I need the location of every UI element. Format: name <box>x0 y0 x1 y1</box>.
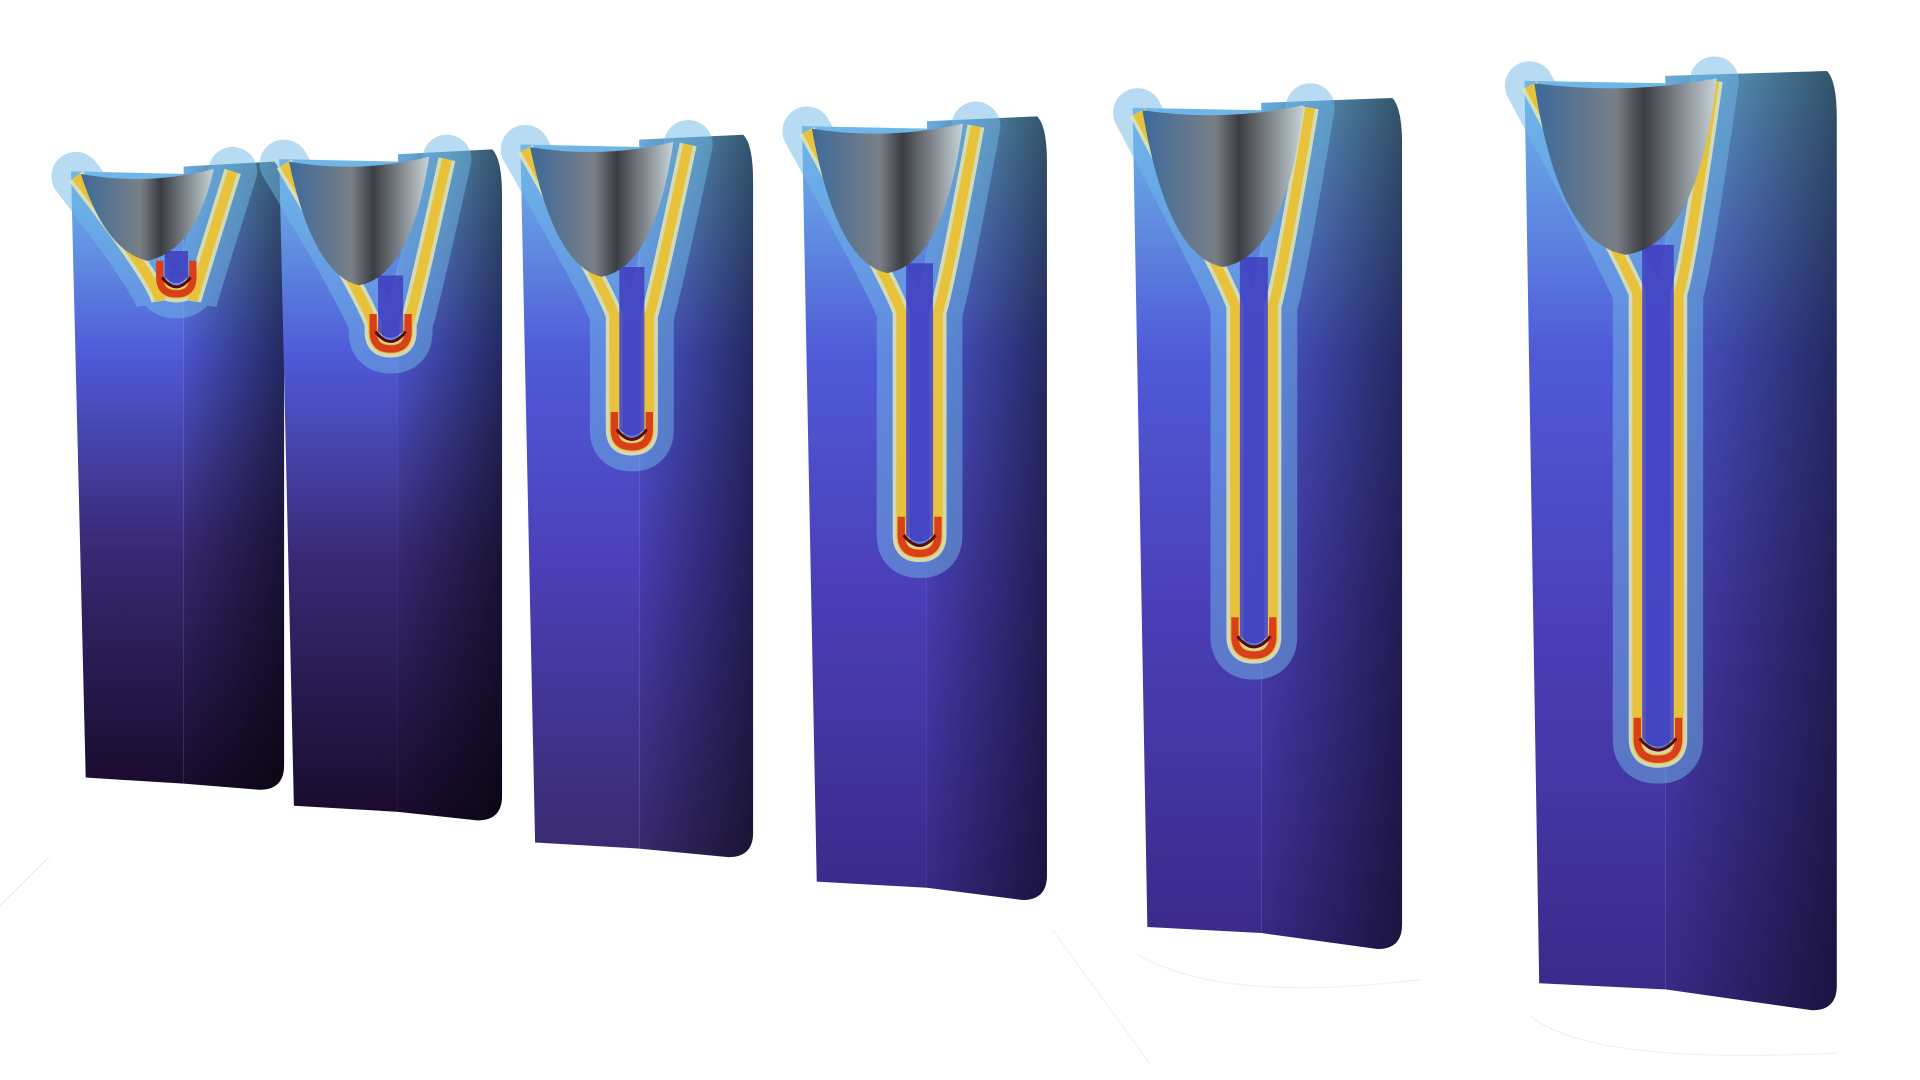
interface-tip <box>1633 717 1683 763</box>
floor-reflection <box>0 856 1837 1066</box>
meniscus <box>811 123 963 274</box>
interface-core <box>902 534 937 548</box>
panel-4 <box>782 101 1047 900</box>
panel-5 <box>1113 83 1403 949</box>
gas-channel <box>378 275 404 338</box>
interface-tip <box>897 516 942 558</box>
panel-1 <box>51 146 285 790</box>
interface-tip <box>610 412 653 451</box>
interface-core <box>160 276 192 289</box>
panel-6 <box>1504 56 1837 1011</box>
interface-core <box>374 330 407 343</box>
gas-channel <box>906 263 934 542</box>
panel-3 <box>500 120 754 858</box>
side-shade <box>183 161 285 790</box>
meniscus <box>1534 78 1717 255</box>
interface-core <box>1236 635 1272 649</box>
gas-channel <box>164 251 188 284</box>
interface-tip <box>1231 617 1277 659</box>
meniscus <box>80 168 214 261</box>
interface-tip <box>369 314 412 353</box>
meniscus <box>1142 105 1304 267</box>
interface-core <box>615 428 649 441</box>
interface-tip <box>156 260 197 298</box>
meniscus <box>288 156 430 286</box>
gas-channel <box>1642 244 1674 747</box>
interface-core <box>1638 737 1678 752</box>
gas-channel <box>619 266 645 436</box>
meniscus <box>530 142 674 277</box>
gas-channel <box>1239 257 1268 644</box>
panel-2 <box>259 134 503 821</box>
front-face <box>71 171 184 784</box>
side-shade <box>1665 71 1837 1011</box>
